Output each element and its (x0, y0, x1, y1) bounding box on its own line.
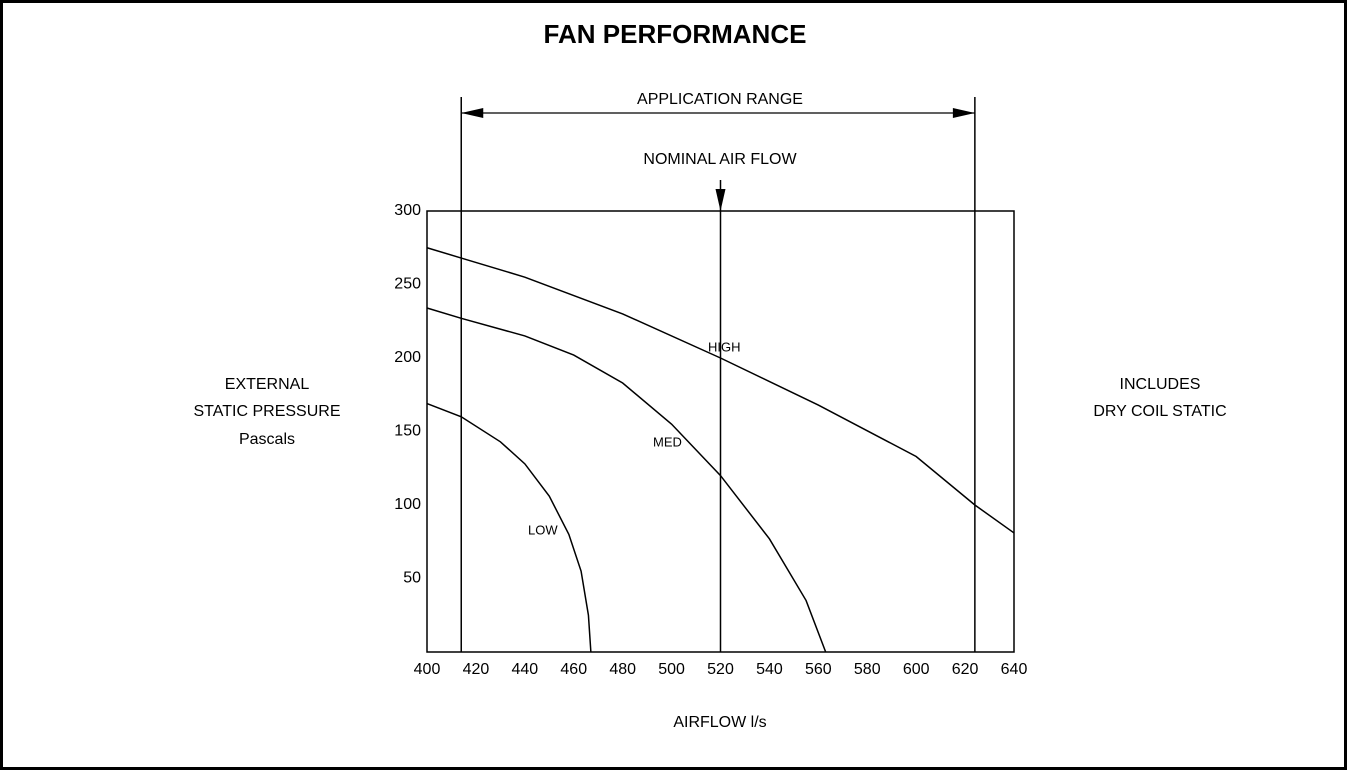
arrow-head (952, 108, 975, 118)
x-axis-label: AIRFLOW l/s (673, 714, 766, 731)
chart-title: FAN PERFORMANCE (544, 19, 807, 49)
note: DRY COIL STATIC (1093, 403, 1226, 420)
x-tick-label: 400 (414, 661, 441, 678)
x-tick-label: 440 (511, 661, 538, 678)
note: INCLUDES (1120, 376, 1201, 393)
curve-label: LOW (528, 522, 558, 537)
arrow-head (715, 189, 726, 211)
x-tick-label: 480 (609, 661, 636, 678)
fan-curve (426, 402, 592, 653)
fan-curve (426, 247, 1015, 534)
y-axis-label: Pascals (239, 431, 295, 448)
curve-label: MED (653, 434, 682, 449)
x-tick-label: 560 (805, 661, 832, 678)
fan-curve (426, 307, 827, 653)
y-tick-label: 200 (394, 349, 421, 366)
y-axis-label: STATIC PRESSURE (194, 403, 341, 420)
x-tick-label: 540 (756, 661, 783, 678)
application-range-label: APPLICATION RANGE (637, 91, 803, 108)
x-tick-label: 640 (1001, 661, 1028, 678)
x-tick-label: 620 (952, 661, 979, 678)
y-tick-label: 300 (394, 202, 421, 219)
y-tick-label: 150 (394, 423, 421, 440)
nominal-air-flow-label: NOMINAL AIR FLOW (643, 151, 797, 168)
arrow-head (461, 108, 484, 118)
x-tick-label: 420 (463, 661, 490, 678)
y-tick-label: 50 (403, 570, 421, 587)
y-axis-label: EXTERNAL (225, 376, 310, 393)
y-tick-label: 250 (394, 276, 421, 293)
x-tick-label: 500 (658, 661, 685, 678)
x-tick-label: 520 (707, 661, 734, 678)
x-tick-label: 460 (560, 661, 587, 678)
y-tick-label: 100 (394, 496, 421, 513)
curve-label: HIGH (708, 339, 741, 354)
x-tick-label: 600 (903, 661, 930, 678)
x-tick-label: 580 (854, 661, 881, 678)
